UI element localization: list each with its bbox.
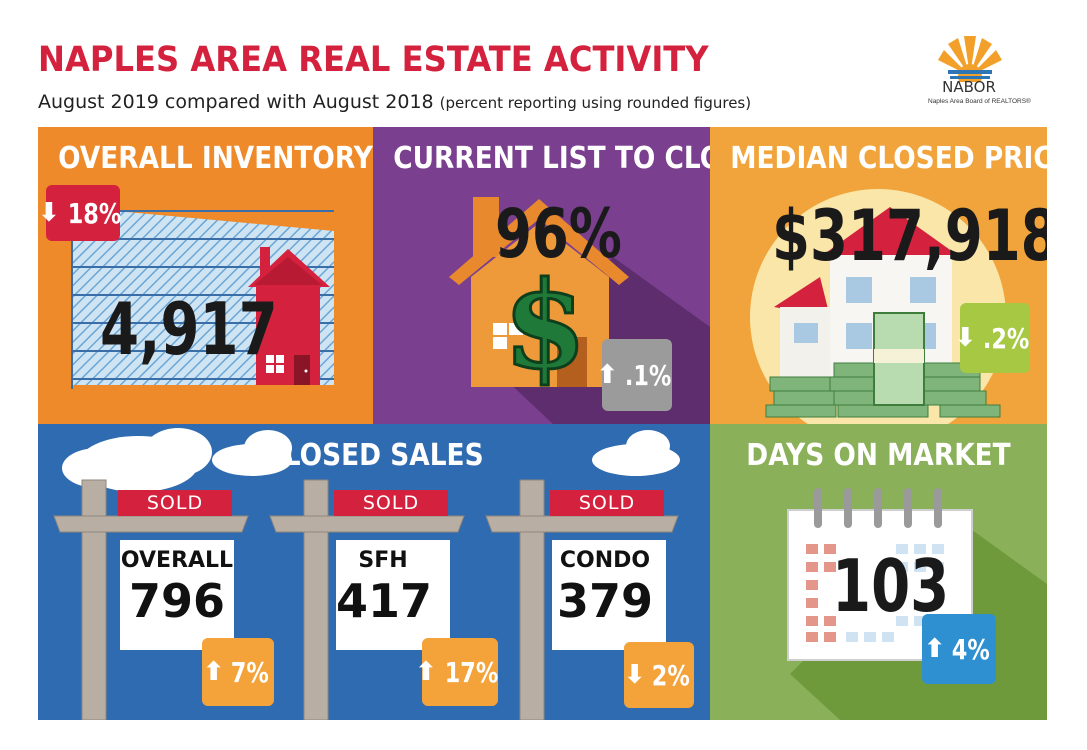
list-to-closed-heading: CURRENT LIST TO CLOSED bbox=[393, 141, 710, 176]
inventory-change-badge: ⬇ 18% bbox=[38, 185, 122, 241]
nabor-logo: NABOR Naples Area Board of REALTORS® bbox=[928, 30, 1040, 120]
days-on-market-change-value: 4% bbox=[951, 632, 990, 666]
up-arrow-icon: ⬆ bbox=[596, 360, 619, 390]
inventory-chart-graphic bbox=[71, 203, 334, 389]
subtitle-text: August 2019 compared with August 2018 bbox=[38, 91, 434, 113]
overall-inventory-heading: OVERALL INVENTORY bbox=[58, 141, 373, 176]
sign-label-condo: CONDO bbox=[559, 548, 651, 573]
inventory-change-value: 18% bbox=[67, 196, 122, 230]
days-on-market-panel: DAYS ON MARKET 103 ⬆ 4% bbox=[710, 424, 1047, 720]
sold-signs-graphic bbox=[53, 428, 680, 720]
days-on-market-change-badge: ⬆ 4% bbox=[922, 614, 996, 684]
overall-sales-change-badge: ⬆ 7% bbox=[202, 638, 274, 706]
page-title: NAPLES AREA REAL ESTATE ACTIVITY bbox=[38, 40, 709, 80]
down-arrow-icon: ⬇ bbox=[954, 323, 977, 353]
logo-tagline: Naples Area Board of REALTORS® bbox=[928, 98, 1031, 105]
down-arrow-icon: ⬇ bbox=[38, 198, 60, 228]
sign-label-sfh: SFH bbox=[358, 548, 408, 573]
sfh-sales-change-value: 17% bbox=[444, 655, 499, 689]
up-arrow-icon: ⬆ bbox=[202, 657, 225, 687]
mansion-money-graphic bbox=[750, 189, 1006, 424]
orange-house-icon bbox=[449, 197, 629, 387]
condo-sales-change-badge: ⬇ 2% bbox=[624, 642, 694, 708]
median-price-panel: MEDIAN CLOSED PRICE $317,918 ⬇ .2% bbox=[710, 127, 1047, 424]
list-to-closed-change-value: .1% bbox=[625, 358, 672, 392]
sign-value-sfh: 417 bbox=[336, 574, 433, 628]
cloud-icon bbox=[62, 428, 680, 492]
sign-label-overall: OVERALL bbox=[120, 548, 234, 573]
days-on-market-heading: DAYS ON MARKET bbox=[746, 438, 1011, 473]
up-arrow-icon: ⬆ bbox=[923, 634, 946, 664]
overall-sales-change-value: 7% bbox=[230, 655, 269, 689]
condo-sales-change-value: 2% bbox=[651, 658, 690, 692]
logo-name: NABOR bbox=[942, 78, 996, 96]
median-price-heading: MEDIAN CLOSED PRICE bbox=[730, 141, 1047, 176]
subtitle-note: (percent reporting using rounded figures… bbox=[439, 94, 752, 112]
up-arrow-icon: ⬆ bbox=[415, 657, 437, 687]
sfh-sales-change-badge: ⬆ 17% bbox=[415, 638, 499, 706]
overall-inventory-panel: OVERALL INVENTORY ⬇ 18% 4,917 bbox=[38, 127, 373, 424]
red-house-icon bbox=[248, 247, 330, 385]
sign-value-condo: 379 bbox=[556, 574, 654, 628]
sign-value-overall: 796 bbox=[128, 574, 226, 628]
closed-sales-heading: CLOSED SALES bbox=[264, 438, 484, 473]
sunburst-icon bbox=[938, 36, 1002, 88]
dollar-sign-icon: $ bbox=[503, 255, 587, 396]
sold-sign-sfh: SOLD bbox=[362, 492, 420, 514]
sold-sign-condo: SOLD bbox=[578, 492, 636, 514]
down-arrow-icon: ⬇ bbox=[623, 660, 646, 690]
closed-sales-panel: CLOSED SALES SOLD OVERALL 796 ⬆ 7% SOLD … bbox=[38, 424, 710, 720]
list-to-closed-panel: $ CURRENT LIST TO CLOSED 96% ⬆ .1% bbox=[373, 127, 710, 424]
sold-sign-overall: SOLD bbox=[146, 492, 204, 514]
list-to-closed-value: 96% bbox=[495, 195, 622, 274]
median-price-value: $317,918 bbox=[772, 195, 1047, 277]
binder-rings-icon bbox=[814, 488, 942, 528]
inventory-value: 4,917 bbox=[100, 287, 278, 371]
list-to-closed-change-badge: ⬆ .1% bbox=[597, 339, 672, 411]
median-price-change-badge: ⬇ .2% bbox=[955, 303, 1030, 373]
median-price-change-value: .2% bbox=[983, 321, 1030, 355]
page-subtitle: August 2019 compared with August 2018 (p… bbox=[38, 91, 751, 113]
